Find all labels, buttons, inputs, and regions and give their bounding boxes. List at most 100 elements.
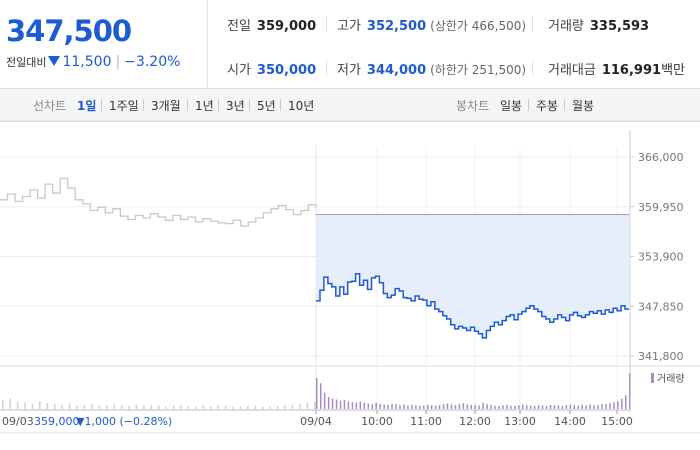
volume-bar: [462, 403, 465, 409]
volume-bar-prev: [202, 405, 205, 409]
stat-high: 고가 352,500 (상한가 466,500): [337, 15, 526, 34]
stat-low: 저가 344,000 (하한가 251,500): [337, 59, 526, 78]
change-percent: −3.20%: [124, 54, 181, 70]
change-label: 전일대비: [6, 56, 47, 69]
volume-bar: [573, 405, 575, 409]
volume-bar: [470, 404, 472, 409]
volume-bar-prev: [217, 405, 219, 409]
volume-bar: [335, 399, 338, 409]
volume-bar-prev: [135, 404, 138, 409]
volume-bar: [446, 403, 449, 409]
volume-bar: [327, 397, 330, 409]
volume-bar-prev: [16, 401, 19, 409]
change-row: 전일대비 11,500 | −3.20%: [6, 54, 180, 70]
stat-upper-limit: (상한가 466,500): [430, 19, 527, 33]
volume-bar: [403, 404, 405, 409]
stat-amount: 거래대금 116,991백만: [548, 59, 685, 78]
period-10y[interactable]: 10년: [288, 99, 315, 113]
volume-bar: [359, 401, 362, 409]
change-amount: 11,500: [62, 54, 112, 70]
divider: [326, 17, 327, 31]
volume-bar: [355, 402, 358, 409]
volume-bar: [494, 405, 496, 409]
volume-bar: [458, 403, 461, 409]
volume-bar: [553, 405, 556, 409]
candle-weekly[interactable]: 주봉: [536, 99, 559, 113]
divider: |: [115, 54, 121, 70]
divider: [101, 99, 102, 111]
volume-bar: [434, 405, 437, 409]
volume-bar: [609, 403, 611, 409]
x-tick-label: 11:00: [410, 415, 442, 428]
volume-bar-prev: [2, 400, 4, 409]
candle-monthly[interactable]: 월봉: [572, 99, 595, 113]
volume-bar-prev: [187, 406, 190, 409]
volume-bar: [585, 405, 587, 409]
period-1w[interactable]: 1주일: [109, 99, 139, 113]
period-3m[interactable]: 3개월: [151, 99, 181, 113]
volume-bar-prev: [143, 405, 145, 409]
volume-bar: [466, 404, 469, 409]
divider: [326, 61, 327, 75]
volume-bar-prev: [46, 403, 49, 409]
period-5y[interactable]: 5년: [257, 99, 276, 113]
stat-amount-unit: 백만: [661, 63, 685, 78]
volume-bar: [605, 403, 607, 409]
volume-bar-prev: [106, 405, 108, 409]
gap-fill-area: [316, 214, 629, 338]
x-tick-label: 12:00: [459, 415, 491, 428]
volume-bar-prev: [210, 406, 212, 409]
stat-amount-value: 116,991: [601, 63, 662, 78]
volume-bar: [621, 398, 623, 409]
volume-bar: [316, 378, 318, 409]
candle-daily[interactable]: 일봉: [500, 99, 523, 113]
volume-bar: [593, 405, 595, 409]
volume-bar-prev: [172, 405, 175, 409]
y-tick-label: 366,000: [638, 151, 684, 164]
period-3y[interactable]: 3년: [226, 99, 245, 113]
down-triangle-icon: [48, 56, 61, 66]
volume-bar: [383, 404, 385, 409]
volume-bar: [411, 404, 413, 409]
volume-bar: [502, 405, 504, 409]
volume-bar-prev: [68, 403, 71, 409]
volume-legend-swatch: [651, 373, 654, 383]
prev-change-text: ▼1,000 (−0.28%): [76, 415, 172, 428]
volume-bar: [347, 401, 350, 409]
stat-low-label: 저가: [337, 63, 361, 78]
stat-open: 시가 350,000: [227, 59, 316, 78]
volume-bar: [526, 405, 528, 409]
volume-bar: [514, 405, 516, 409]
volume-bar-prev: [61, 404, 63, 409]
y-tick-label: 353,900: [638, 251, 684, 264]
volume-bar-prev: [291, 404, 294, 409]
volume-bar-prev: [9, 398, 11, 409]
volume-bar: [617, 401, 619, 409]
volume-bar: [442, 404, 445, 409]
divider: [187, 99, 188, 111]
stat-low-value: 344,000: [366, 63, 427, 78]
volume-bar: [577, 405, 579, 409]
volume-bar-prev: [76, 405, 78, 409]
volume-bar-prev: [180, 405, 182, 409]
volume-bar: [589, 404, 591, 409]
volume-bar: [395, 404, 397, 409]
period-1d[interactable]: 1일: [77, 99, 97, 113]
x-tick-label: 10:00: [361, 415, 393, 428]
volume-bar: [533, 405, 536, 409]
period-1y[interactable]: 1년: [195, 99, 214, 113]
volume-bar: [498, 405, 500, 409]
previous-day-line: [0, 177, 317, 227]
volume-bar: [450, 404, 453, 409]
divider: [218, 99, 219, 111]
volume-bar: [419, 405, 421, 409]
volume-bar: [601, 404, 603, 409]
volume-bar: [541, 405, 544, 409]
volume-bar: [415, 405, 417, 409]
volume-bar-prev: [254, 405, 257, 409]
volume-bar: [549, 404, 552, 409]
prev-close-text: 359,000: [34, 415, 80, 428]
stats-panel: 전일 359,000 고가 352,500 (상한가 466,500) 거래량 335,…: [208, 0, 700, 88]
volume-bar: [629, 373, 631, 409]
prev-date-label: 09/03: [2, 415, 34, 428]
